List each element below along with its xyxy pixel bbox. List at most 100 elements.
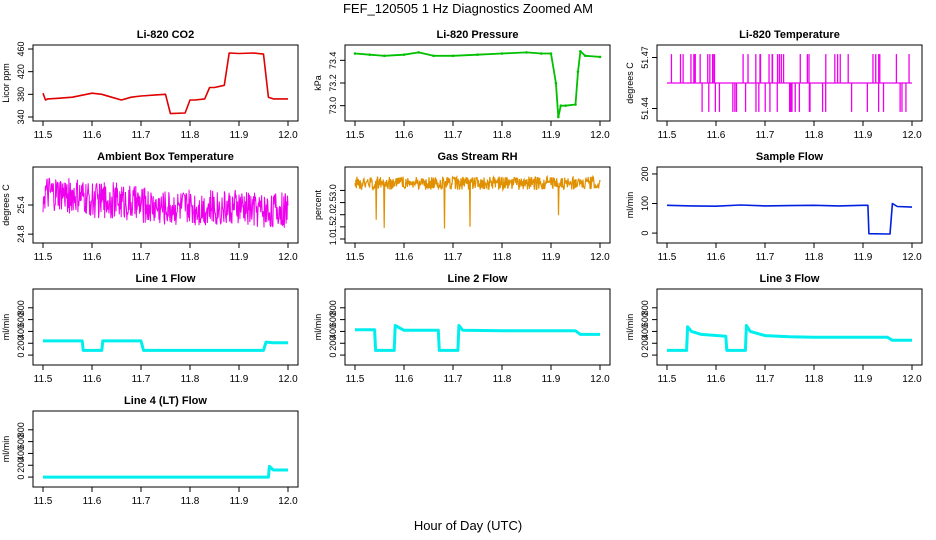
x-tick-label: 11.8 <box>181 496 200 507</box>
y-tick-label: 380 <box>16 87 26 102</box>
x-tick-label: 12.0 <box>278 252 298 263</box>
x-tick-label: 12.0 <box>278 496 298 507</box>
y-tick-label: 0 <box>16 353 26 358</box>
y-axis-label: Licor ppm <box>1 63 11 103</box>
series-line <box>42 52 288 115</box>
x-tick-label: 11.6 <box>83 496 102 507</box>
x-tick-label: 11.9 <box>230 374 249 385</box>
y-tick-label: 200 <box>640 336 650 351</box>
y-tick-label: 800 <box>16 300 26 315</box>
x-tick-label: 12.0 <box>278 374 298 385</box>
series-line <box>354 50 601 118</box>
x-tick-label: 11.6 <box>395 374 414 385</box>
data-point <box>476 53 479 56</box>
y-tick-label: 460 <box>16 41 26 56</box>
x-tick-label: 11.5 <box>34 252 53 263</box>
x-tick-label: 11.8 <box>493 252 512 263</box>
y-tick-label: 200 <box>16 458 26 473</box>
y-axis-label: kPa <box>313 75 323 91</box>
y-tick-label: 340 <box>16 109 26 124</box>
series-line <box>667 324 912 352</box>
x-tick-label: 11.7 <box>756 374 775 385</box>
data-point <box>500 52 504 55</box>
x-tick-label: 11.9 <box>230 496 249 507</box>
x-tick-label: 11.5 <box>34 496 53 507</box>
panel: Ambient Box Temperature degrees C 11.5 11.6… <box>1 151 299 263</box>
y-tick-label: 200 <box>16 336 26 351</box>
x-tick-label: 11.8 <box>181 374 200 385</box>
x-tick-label: 11.8 <box>805 252 824 263</box>
y-axis-label: degrees C <box>1 184 11 226</box>
panel-title: Ambient Box Temperature <box>97 151 234 163</box>
data-point <box>579 49 582 53</box>
x-tick-label: 11.8 <box>493 374 512 385</box>
series-line <box>354 174 601 229</box>
y-tick-label: 25.4 <box>16 196 26 214</box>
x-tick-label: 11.6 <box>83 374 102 385</box>
data-point <box>383 54 386 58</box>
data-point <box>353 52 357 55</box>
data-point <box>402 53 406 56</box>
data-point <box>557 115 560 119</box>
y-tick-label: 51.44 <box>640 97 650 120</box>
panel-title: Line 2 Flow <box>448 273 508 285</box>
data-point <box>564 104 567 107</box>
panel: Li-820 Pressure kPa 11.5 11.6 11.7 11.8 11.9 12… <box>313 29 611 141</box>
x-tick-label: 11.6 <box>395 252 414 263</box>
x-tick-label: 11.5 <box>658 374 677 385</box>
y-tick-label: 400 <box>16 446 26 461</box>
x-tick-label: 11.5 <box>346 374 365 385</box>
panel-title: Li-820 Temperature <box>739 29 840 41</box>
y-tick-label: 200 <box>328 336 338 351</box>
y-tick-label: 3.0 <box>328 184 338 197</box>
y-tick-label: 2.0 <box>328 208 338 221</box>
x-tick-label: 11.6 <box>707 374 726 385</box>
panel-title: Sample Flow <box>756 151 824 163</box>
y-tick-label: 600 <box>328 312 338 327</box>
x-tick-label: 11.6 <box>83 130 102 141</box>
y-tick-label: 0 <box>328 353 338 358</box>
x-tick-label: 11.9 <box>230 252 249 263</box>
x-tick-label: 11.9 <box>854 252 873 263</box>
y-tick-label: 2.5 <box>328 196 338 209</box>
y-axis-label: ml/min <box>313 314 323 341</box>
panel: Line 4 (LT) Flow ml/min 11.5 11.6 11.7 11.8 11… <box>1 395 299 507</box>
y-tick-label: 800 <box>16 422 26 437</box>
y-tick-label: 420 <box>16 64 26 79</box>
x-tick-label: 12.0 <box>590 130 610 141</box>
panel: Line 1 Flow ml/min 11.5 11.6 11.7 11.8 11.9 12.… <box>1 273 299 385</box>
y-tick-label: 600 <box>16 434 26 449</box>
y-tick-label: 800 <box>328 300 338 315</box>
y-tick-label: 51.47 <box>640 46 650 69</box>
x-tick-label: 11.6 <box>395 130 414 141</box>
series-line <box>355 324 600 352</box>
data-point <box>525 51 528 54</box>
y-tick-label: 73.2 <box>328 74 338 92</box>
y-tick-label: 200 <box>640 166 650 181</box>
x-tick-label: 11.7 <box>132 130 151 141</box>
x-tick-label: 11.9 <box>854 374 873 385</box>
x-tick-label: 12.0 <box>590 374 610 385</box>
y-tick-label: 400 <box>16 324 26 339</box>
x-tick-label: 11.8 <box>181 252 200 263</box>
x-tick-label: 11.7 <box>132 374 151 385</box>
x-tick-label: 11.7 <box>132 252 151 263</box>
y-tick-label: 24.8 <box>16 225 26 243</box>
panel: Gas Stream RH percent 11.5 11.6 11.7 11.8 11.9… <box>313 151 611 263</box>
data-point <box>368 53 372 56</box>
x-tick-label: 11.5 <box>34 130 53 141</box>
series-line <box>666 202 913 235</box>
series-line <box>43 464 288 479</box>
x-tick-label: 11.7 <box>444 130 463 141</box>
data-point <box>559 104 563 107</box>
data-point <box>432 54 435 58</box>
y-tick-label: 600 <box>16 312 26 327</box>
plot-frame <box>344 166 611 244</box>
panel: Sample Flow ml/min 11.5 11.6 11.7 11.8 11.9 12.… <box>625 151 923 263</box>
y-tick-label: 800 <box>640 300 650 315</box>
y-axis-label: percent <box>313 189 323 220</box>
figure-title: FEF_120505 1 Hz Diagnostics Zoomed AM <box>342 1 593 16</box>
data-point <box>584 54 587 58</box>
y-tick-label: 100 <box>640 196 650 211</box>
series-line <box>43 339 288 352</box>
